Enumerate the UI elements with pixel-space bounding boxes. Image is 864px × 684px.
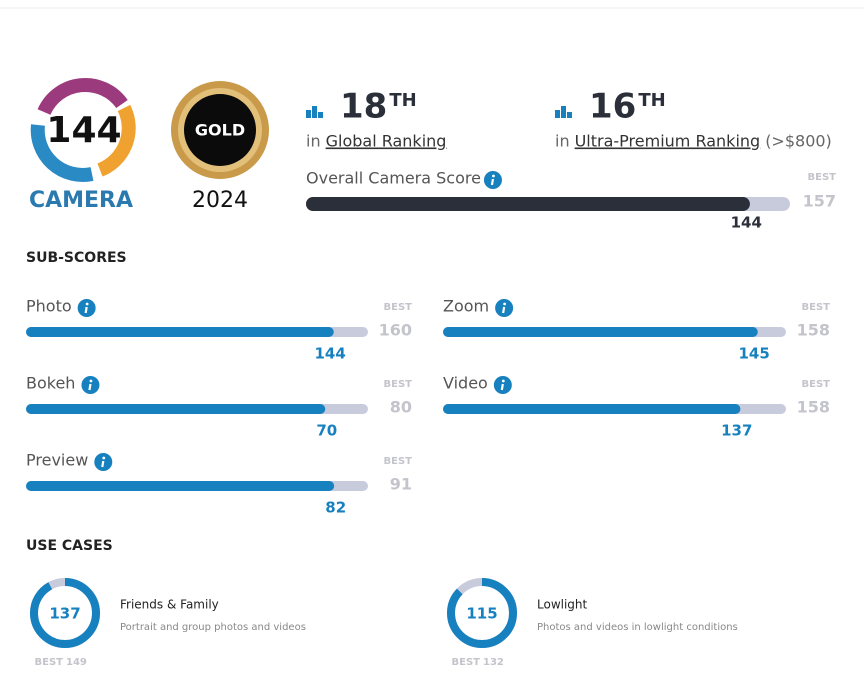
ranking-icon-bar: [312, 106, 317, 118]
badge-score: 144: [46, 110, 121, 151]
camera-badge-ring: [30, 77, 136, 182]
gold-badge: [171, 81, 269, 179]
ring-center: [51, 97, 117, 163]
use-case-description: Photos and videos in lowlight conditions: [537, 622, 738, 633]
best-value: 132: [483, 657, 504, 668]
ranking-icon-bar: [561, 106, 566, 118]
use-case-name: Friends & Family: [120, 598, 219, 612]
info-icon-stem: [88, 383, 92, 391]
best-value: 149: [66, 657, 87, 668]
score-value: 70: [316, 422, 337, 440]
info-icon-stem: [500, 383, 504, 391]
ring-arc: [37, 77, 128, 116]
ranking-note: (>$800): [765, 132, 832, 151]
score-value: 144: [731, 214, 762, 232]
overall-label: Overall Camera Score: [306, 169, 481, 188]
score-bar: [26, 327, 334, 337]
section-title: USE CASES: [26, 538, 113, 554]
badge-label: CAMERA: [29, 188, 133, 213]
ranking-icon-bar: [555, 110, 560, 118]
best-value: 158: [797, 321, 830, 340]
section-title: SUB-SCORES: [26, 250, 127, 266]
info-icon-stem: [101, 460, 105, 468]
score-value: 137: [721, 422, 752, 440]
ranking-prefix: in: [555, 132, 570, 151]
ranking-link[interactable]: Ultra-Premium Ranking: [575, 132, 761, 151]
ranking-link[interactable]: Global Ranking: [326, 132, 447, 151]
ranking-icon-bar: [306, 110, 311, 118]
best-label: BEST: [384, 302, 413, 313]
score-bar: [443, 404, 741, 414]
sub-score-name: Video: [443, 374, 488, 393]
award-label: GOLD: [195, 121, 245, 140]
info-icon-dot: [503, 302, 507, 306]
info-icon-dot: [85, 302, 89, 306]
ranking-suffix: TH: [389, 90, 416, 111]
best-label: BEST: [808, 172, 837, 183]
award-year: 2024: [192, 188, 248, 213]
best-value: 158: [797, 398, 830, 417]
info-icon-stem: [502, 306, 506, 314]
score-bar: [306, 197, 750, 211]
use-case-description: Portrait and group photos and videos: [120, 622, 306, 633]
use-case-name: Lowlight: [537, 598, 588, 612]
info-icon-dot: [501, 379, 505, 383]
ranking-suffix: TH: [638, 90, 665, 111]
donut-arc: [30, 578, 100, 648]
score-bar: [26, 404, 326, 414]
donut-arc: [447, 578, 517, 648]
info-icon-dot: [102, 456, 106, 460]
gold-core: [184, 94, 256, 166]
info-icon-stem: [84, 306, 88, 314]
sub-score-name: Zoom: [443, 297, 489, 316]
sub-score-name: Preview: [26, 451, 88, 470]
best-value: 91: [390, 475, 412, 494]
best-label: BEST: [384, 456, 413, 467]
best-label: BEST: [802, 302, 831, 313]
ranking-icon-bar: [318, 112, 323, 118]
ranking-icon-bar: [567, 112, 572, 118]
score-bar: [443, 327, 758, 337]
ranking-number: 18: [340, 87, 387, 127]
sub-score-name: Bokeh: [26, 374, 75, 393]
best-label: BEST: [384, 379, 413, 390]
best-label: BEST: [802, 379, 831, 390]
score-value: 82: [325, 499, 346, 517]
best-value: 160: [379, 321, 412, 340]
score-value: 144: [314, 345, 345, 363]
best-value: 157: [803, 192, 836, 211]
best-label: BEST: [452, 657, 481, 668]
score-bar: [26, 481, 335, 491]
ranking-number: 16: [589, 87, 636, 127]
sub-score-name: Photo: [26, 297, 72, 316]
ring-arc: [30, 124, 94, 182]
score-value: 145: [738, 345, 769, 363]
info-icon-dot: [492, 174, 495, 178]
best-label: BEST: [35, 657, 64, 668]
info-icon-stem: [490, 178, 495, 186]
ranking-prefix: in: [306, 132, 321, 151]
donut-score: 137: [49, 605, 80, 623]
best-value: 80: [390, 398, 412, 417]
ring-arc: [97, 104, 136, 177]
donut-score: 115: [466, 605, 497, 623]
info-icon-dot: [89, 379, 93, 383]
